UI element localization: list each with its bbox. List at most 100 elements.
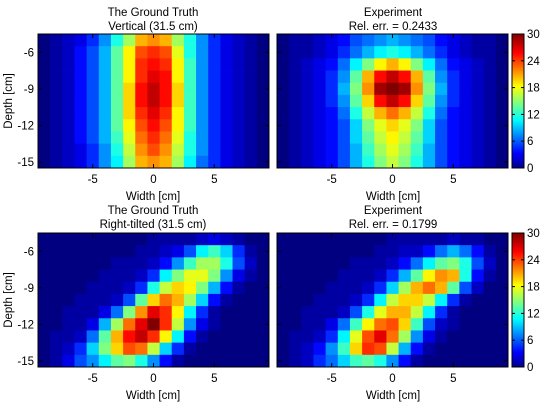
heatmap-cell: [38, 143, 51, 157]
heatmap-cell: [135, 281, 148, 295]
heatmap-cell: [447, 354, 460, 368]
heatmap-cell: [325, 155, 339, 169]
heatmap-cell: [435, 342, 448, 356]
heatmap-cell: [196, 70, 209, 84]
heatmap-cell: [208, 58, 221, 71]
heatmap-cell: [98, 354, 112, 368]
heatmap-cell: [301, 269, 314, 283]
heatmap-cell: [86, 58, 100, 71]
heatmap-cell: [459, 155, 472, 169]
heatmap-cell: [483, 58, 497, 71]
heatmap-cell: [86, 342, 100, 356]
heatmap-cell: [98, 233, 112, 246]
heatmap-cell: [483, 257, 497, 270]
heatmap-cell: [147, 155, 160, 169]
heatmap-cell: [386, 318, 399, 331]
heatmap-cell: [471, 107, 485, 120]
heatmap-cell: [232, 245, 246, 258]
heatmap-cell: [337, 330, 351, 344]
heatmap-cell: [220, 107, 233, 120]
heatmap-cell: [277, 233, 290, 246]
heatmap-cell: [301, 233, 314, 246]
heatmap-cell: [50, 155, 63, 169]
heatmap-cell: [171, 245, 185, 258]
heatmap-cell: [313, 269, 327, 283]
heatmap-cell: [232, 82, 246, 96]
heatmap-cell: [123, 58, 136, 71]
heatmap-cell: [38, 107, 51, 120]
heatmap-cell: [183, 233, 197, 246]
heatmap-cell: [220, 233, 233, 246]
heatmap-cell: [289, 330, 302, 344]
heatmap-cell: [196, 257, 209, 270]
heatmap-cell: [435, 281, 448, 295]
heatmap-cell: [171, 330, 185, 344]
heatmap-cell: [110, 281, 124, 295]
heatmap-cell: [183, 58, 197, 71]
heatmap-cell: [374, 143, 387, 157]
heatmap-cell: [110, 245, 124, 258]
heatmap-cell: [301, 245, 314, 258]
heatmap-cell: [459, 257, 472, 270]
heatmap-cell: [447, 257, 460, 270]
heatmap-cell: [362, 70, 375, 84]
heatmap-cell: [135, 293, 148, 307]
heatmap-cell: [289, 94, 302, 108]
heatmap-cell: [208, 233, 221, 246]
heatmap-cell: [447, 70, 460, 84]
heatmap-cell: [38, 155, 51, 169]
heatmap-cell: [86, 306, 100, 319]
heatmap-cell: [183, 119, 197, 132]
heatmap-cell: [86, 269, 100, 283]
heatmap-cell: [301, 306, 314, 319]
heatmap-cell: [301, 318, 314, 331]
heatmap-cell: [337, 269, 351, 283]
heatmap-cell: [135, 58, 148, 71]
panel-subtitle: Rel. err. = 0.1799: [349, 219, 438, 231]
heatmap-cell: [410, 233, 424, 246]
y-tick-label: -12: [17, 319, 34, 331]
heatmap-cell: [362, 46, 375, 59]
heatmap-cell: [232, 70, 246, 84]
heatmap-cell: [422, 70, 436, 84]
heatmap-cell: [183, 131, 197, 145]
heatmap-cell: [62, 257, 75, 270]
heatmap-cell: [208, 269, 221, 283]
heatmap-cell: [62, 155, 75, 169]
x-tick-label: 5: [450, 373, 456, 385]
x-axis-label: Width [cm]: [366, 191, 420, 203]
heatmap-cell: [98, 306, 112, 319]
heatmap-plot: -5 0 5: [276, 232, 509, 385]
heatmap-cell: [110, 342, 124, 356]
heatmap-cell: [447, 82, 460, 96]
heatmap-cell: [147, 143, 160, 157]
heatmap-cell: [62, 354, 75, 368]
heatmap-cell: [422, 82, 436, 96]
heatmap-cell: [471, 245, 485, 258]
heatmap-cell: [313, 82, 327, 96]
heatmap-cell: [337, 318, 351, 331]
heatmap-cell: [244, 34, 258, 47]
heatmap-cell: [232, 58, 246, 71]
heatmap-cell: [50, 58, 63, 71]
heatmap-cell: [98, 257, 112, 270]
heatmap-cell: [398, 233, 412, 246]
heatmap-cell: [98, 143, 112, 157]
heatmap-cell: [313, 342, 327, 356]
heatmap-cell: [386, 281, 399, 295]
heatmap-cell: [483, 82, 497, 96]
heatmap-cell: [50, 245, 63, 258]
heatmap-cell: [435, 233, 448, 246]
y-tick-label: -15: [17, 157, 34, 169]
heatmap-cell: [483, 155, 497, 169]
heatmap-cell: [62, 82, 75, 96]
heatmap-cell: [289, 342, 302, 356]
heatmap-cell: [110, 354, 124, 368]
heatmap-cell: [74, 306, 88, 319]
heatmap-cell: [62, 70, 75, 84]
heatmap-cell: [159, 330, 173, 344]
heatmap-cell: [135, 155, 148, 169]
heatmap-cell: [159, 245, 173, 258]
heatmap-cell: [74, 155, 88, 169]
heatmap-cell: [183, 70, 197, 84]
